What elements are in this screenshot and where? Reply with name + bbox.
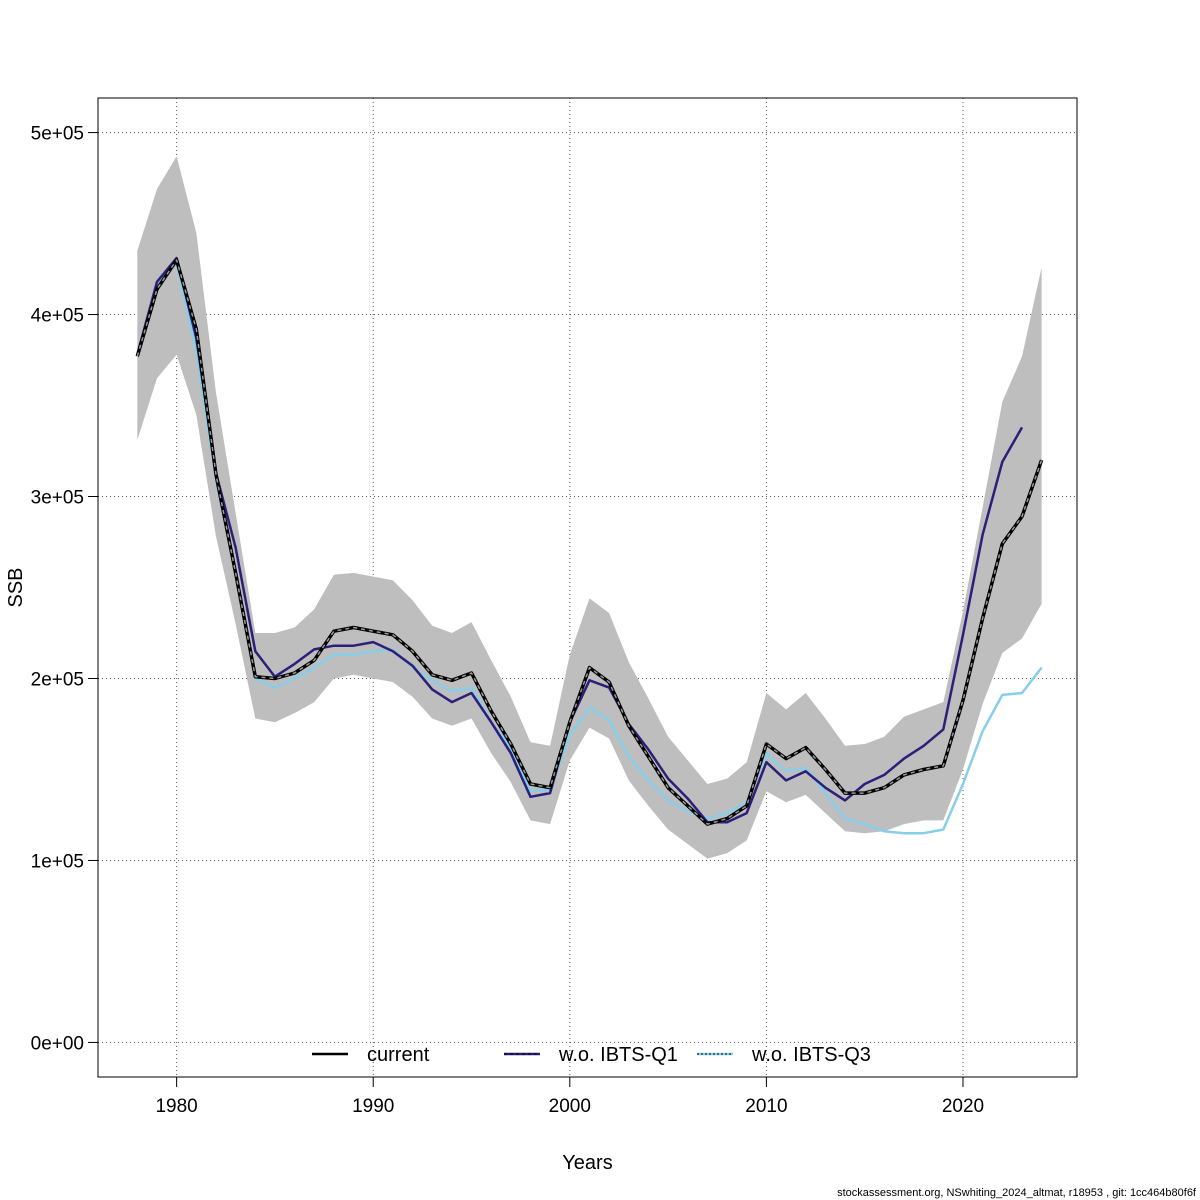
confidence-band-group: [137, 156, 1042, 859]
legend-label: w.o. IBTS-Q3: [751, 1044, 871, 1066]
x-tick-label: 1980: [155, 1096, 197, 1117]
y-tick-label: 0e+00: [31, 1033, 84, 1054]
y-tick-label: 4e+05: [31, 306, 84, 327]
y-axis-title: SSB: [5, 567, 27, 607]
plot-frame: [97, 97, 1078, 1078]
series-line-current-dash: [136, 259, 1043, 825]
series-line-wo-ibts-q1: [136, 256, 1024, 824]
x-axis: 1980 1990 2000 2010 2020: [155, 1077, 984, 1117]
footer-credit: stockassessment.org, NSwhiting_2024_altm…: [837, 1187, 1197, 1199]
series-lines-group: [135, 256, 1044, 835]
y-tick-label: 1e+05: [31, 851, 84, 872]
series-line-wo-ibts-q3: [136, 262, 1043, 835]
x-tick-label: 2000: [549, 1096, 591, 1117]
y-tick-label: 3e+05: [31, 488, 84, 509]
legend-label: w.o. IBTS-Q1: [558, 1044, 678, 1066]
x-tick-label: 2020: [942, 1096, 984, 1117]
x-tick-label: 1990: [352, 1096, 394, 1117]
x-tick-label: 2010: [745, 1096, 787, 1117]
y-tick-label: 2e+05: [31, 669, 84, 690]
confidence-band: [137, 156, 1042, 859]
y-tick-label: 5e+05: [31, 124, 84, 145]
legend-label: current: [367, 1044, 430, 1066]
legend: current w.o. IBTS-Q1 w.o. IBTS-Q3: [312, 1044, 871, 1066]
x-axis-title: Years: [562, 1152, 612, 1174]
y-axis: 0e+00 1e+05 2e+05 3e+05 4e+05 5e+05: [31, 124, 98, 1054]
